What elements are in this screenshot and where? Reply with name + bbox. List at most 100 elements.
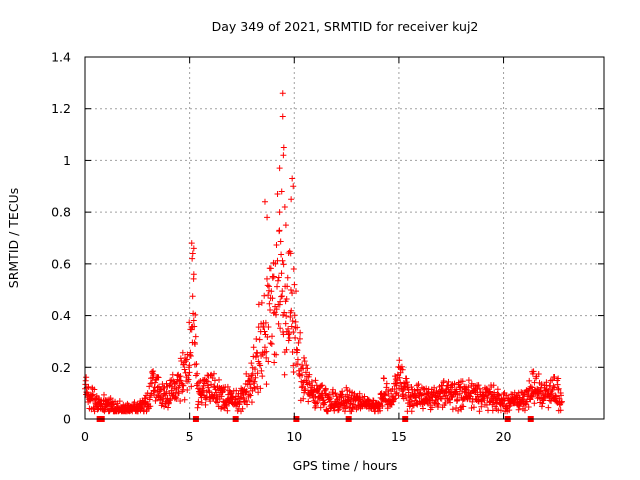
data-point bbox=[246, 381, 253, 388]
data-point bbox=[286, 330, 293, 337]
data-point bbox=[146, 396, 153, 403]
data-point bbox=[296, 335, 303, 342]
data-point bbox=[397, 379, 404, 386]
data-point bbox=[181, 361, 188, 368]
data-point bbox=[233, 387, 240, 394]
data-point bbox=[166, 397, 173, 404]
data-point bbox=[211, 377, 218, 384]
data-point bbox=[489, 407, 496, 414]
data-point bbox=[476, 408, 483, 415]
data-point bbox=[558, 398, 565, 405]
data-point bbox=[284, 274, 291, 281]
data-point bbox=[298, 384, 305, 391]
data-point bbox=[246, 391, 253, 398]
y-axis-label: SRMTID / TECUs bbox=[6, 188, 21, 288]
data-point bbox=[265, 358, 272, 365]
data-point bbox=[551, 384, 558, 391]
data-point bbox=[265, 324, 272, 331]
data-point bbox=[154, 384, 161, 391]
data-point bbox=[273, 306, 280, 313]
data-point bbox=[263, 381, 270, 388]
data-point bbox=[304, 365, 311, 372]
data-point bbox=[269, 295, 276, 302]
data-point bbox=[356, 390, 363, 397]
data-point bbox=[150, 372, 157, 379]
data-point bbox=[554, 381, 561, 388]
data-point bbox=[190, 317, 197, 324]
data-point bbox=[252, 366, 259, 373]
data-point bbox=[290, 265, 297, 272]
data-point bbox=[285, 331, 292, 338]
data-point bbox=[191, 323, 198, 330]
data-point bbox=[166, 399, 173, 406]
data-point bbox=[184, 387, 191, 394]
data-point bbox=[264, 282, 271, 289]
data-point bbox=[348, 408, 355, 415]
data-point bbox=[283, 346, 290, 353]
data-point bbox=[165, 400, 172, 407]
data-point bbox=[278, 270, 285, 277]
data-point bbox=[310, 389, 317, 396]
data-point bbox=[545, 404, 552, 411]
data-point bbox=[179, 382, 186, 389]
data-point bbox=[173, 395, 180, 402]
data-point bbox=[475, 382, 482, 389]
data-point bbox=[249, 370, 256, 377]
data-point bbox=[380, 375, 387, 382]
data-point bbox=[335, 407, 342, 414]
data-point bbox=[197, 377, 204, 384]
data-point bbox=[188, 383, 195, 390]
data-point bbox=[302, 369, 309, 376]
data-point bbox=[280, 312, 287, 319]
data-point bbox=[281, 203, 288, 210]
data-point bbox=[261, 328, 268, 335]
data-point bbox=[157, 386, 164, 393]
data-point bbox=[251, 384, 258, 391]
data-point bbox=[274, 257, 281, 264]
data-point bbox=[190, 271, 197, 278]
data-point bbox=[494, 386, 501, 393]
data-point bbox=[279, 288, 286, 295]
y-tick-label: 0.6 bbox=[51, 256, 71, 271]
data-point bbox=[250, 344, 257, 351]
data-point bbox=[254, 370, 261, 377]
data-point bbox=[261, 344, 268, 351]
data-point bbox=[327, 405, 334, 412]
data-point bbox=[281, 371, 288, 378]
data-point bbox=[272, 260, 279, 267]
data-point bbox=[526, 377, 533, 384]
data-point bbox=[299, 372, 306, 379]
data-point bbox=[261, 198, 268, 205]
data-point bbox=[275, 320, 282, 327]
data-point bbox=[403, 395, 410, 402]
data-point bbox=[280, 331, 287, 338]
data-point bbox=[190, 245, 197, 252]
data-point bbox=[116, 398, 123, 405]
data-point bbox=[344, 387, 351, 394]
data-point bbox=[290, 183, 297, 190]
data-point bbox=[267, 306, 274, 313]
data-point bbox=[403, 379, 410, 386]
x-tick-label: 5 bbox=[186, 429, 194, 444]
data-point bbox=[195, 398, 202, 405]
data-point bbox=[413, 394, 420, 401]
data-point bbox=[519, 395, 526, 402]
data-point bbox=[248, 360, 255, 367]
data-point bbox=[175, 389, 182, 396]
data-point bbox=[292, 318, 299, 325]
data-point bbox=[455, 407, 462, 414]
data-point bbox=[263, 275, 270, 282]
y-tick-label: 1 bbox=[63, 153, 71, 168]
data-point bbox=[263, 354, 270, 361]
data-point bbox=[277, 238, 284, 245]
data-point bbox=[267, 265, 274, 272]
data-point bbox=[221, 386, 228, 393]
data-point bbox=[83, 374, 90, 381]
data-point bbox=[550, 383, 557, 390]
data-point bbox=[139, 404, 146, 411]
data-point bbox=[396, 357, 403, 364]
data-point bbox=[396, 374, 403, 381]
data-point bbox=[300, 395, 307, 402]
data-point bbox=[274, 277, 281, 284]
